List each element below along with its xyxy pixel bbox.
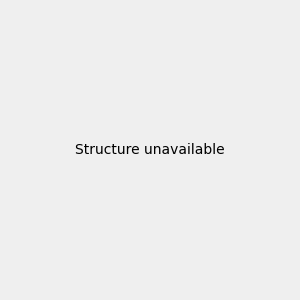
- Text: Structure unavailable: Structure unavailable: [75, 143, 225, 157]
